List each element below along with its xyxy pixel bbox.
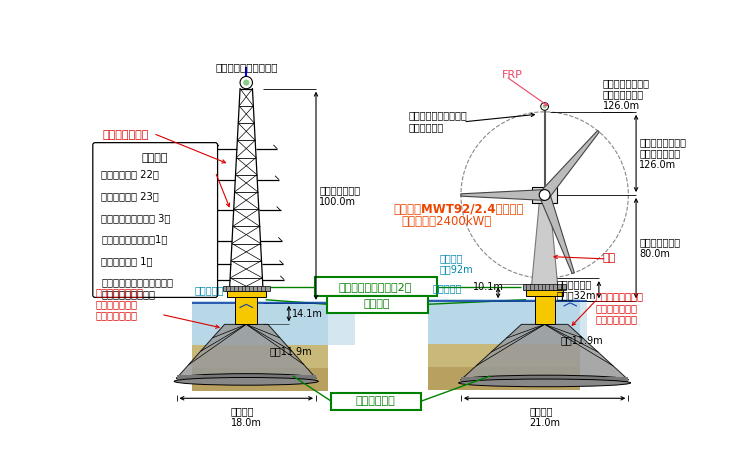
Text: 水深11.9m: 水深11.9m [269, 346, 312, 356]
Bar [461, 377, 629, 383]
Text: ローター
直径92m: ローター 直径92m [440, 253, 474, 274]
Polygon shape [539, 193, 575, 274]
Text: 観測タワー高さ
100.0m: 観測タワー高さ 100.0m [319, 185, 360, 207]
Bar [227, 291, 266, 298]
Bar [429, 367, 580, 390]
Text: 基礎直径
18.0m: 基礎直径 18.0m [231, 406, 261, 428]
Text: 鉄筋コンクリート
製ケーソン基礎
（重力式基礎）: 鉄筋コンクリート 製ケーソン基礎 （重力式基礎） [595, 291, 643, 324]
Circle shape [243, 79, 250, 86]
Bar [429, 299, 580, 345]
FancyBboxPatch shape [93, 142, 218, 298]
Text: ドップラーライダー1基: ドップラーライダー1基 [101, 234, 168, 244]
FancyBboxPatch shape [331, 393, 421, 410]
Text: 中光度白色航空障害灯: 中光度白色航空障害灯 [215, 63, 277, 72]
Polygon shape [177, 324, 316, 378]
Bar [177, 375, 316, 381]
Ellipse shape [458, 379, 631, 387]
Polygon shape [461, 189, 545, 200]
Text: 黄色塗装: 黄色塗装 [364, 299, 391, 309]
FancyBboxPatch shape [327, 296, 428, 313]
Text: 三菱重工MWT92/2.4洋上仕様: 三菱重工MWT92/2.4洋上仕様 [393, 203, 524, 216]
Ellipse shape [174, 377, 318, 385]
Text: 鋼管: 鋼管 [603, 253, 616, 263]
Text: 観測装置: 観測装置 [142, 153, 168, 163]
Text: 基礎直径
21.0m: 基礎直径 21.0m [529, 406, 560, 428]
Text: 14.1m: 14.1m [292, 309, 323, 319]
Text: 水深11.9m: 水深11.9m [560, 336, 603, 345]
Text: 鉄筋コンクリート
製ケーソン基礎
（重力式基礎）: 鉄筋コンクリート 製ケーソン基礎 （重力式基礎） [95, 287, 143, 321]
Text: 海面からブレード
先端までの高さ
126.0m: 海面からブレード 先端までの高さ 126.0m [639, 137, 686, 170]
Polygon shape [540, 131, 599, 198]
Text: 三杯式風速計 22基: 三杯式風速計 22基 [101, 170, 159, 180]
Circle shape [539, 189, 550, 200]
Text: 海面からブレード
先端までの高さ
126.0m: 海面からブレード 先端までの高さ 126.0m [603, 78, 650, 111]
FancyBboxPatch shape [315, 277, 437, 296]
Bar [532, 188, 557, 203]
Text: フラッシュライト各2基: フラッシュライト各2基 [339, 282, 412, 291]
Text: 鋼管トラス鉄塔: 鋼管トラス鉄塔 [103, 130, 149, 140]
Circle shape [541, 102, 548, 110]
Bar [235, 295, 257, 324]
Bar [223, 286, 269, 291]
Text: 超音波式風向風速計 3基: 超音波式風向風速計 3基 [101, 213, 171, 223]
Circle shape [240, 77, 253, 89]
Text: 平均海水面: 平均海水面 [194, 285, 223, 295]
Bar [192, 303, 355, 345]
Text: 翼下端までの
高さ約32m: 翼下端までの 高さ約32m [556, 279, 596, 300]
Text: （定格出力2400kW）: （定格出力2400kW） [402, 215, 491, 228]
Text: 鳥類レーダー 1基: 鳥類レーダー 1基 [101, 256, 153, 266]
Text: その他気圧計，温湿度計，
雨量計，視程計など: その他気圧計，温湿度計， 雨量計，視程計など [101, 277, 173, 299]
Text: 矢羽式風向計 23基: 矢羽式風向計 23基 [101, 191, 159, 201]
Bar [192, 345, 328, 372]
Bar [192, 301, 328, 347]
Text: 平均海水面: 平均海水面 [432, 283, 461, 294]
Ellipse shape [461, 375, 629, 384]
Text: フォグホーン: フォグホーン [356, 396, 396, 407]
Bar [526, 290, 564, 296]
Text: FRP: FRP [502, 70, 523, 80]
Bar [429, 301, 587, 344]
Bar [429, 344, 580, 370]
Ellipse shape [177, 374, 316, 383]
Polygon shape [461, 324, 629, 380]
Text: 10.1m: 10.1m [472, 282, 504, 291]
Polygon shape [531, 195, 558, 295]
Text: ナセル中心高さ
80.0m: ナセル中心高さ 80.0m [639, 237, 680, 259]
Text: 中光度白色航空障害灯
（ナセル上）: 中光度白色航空障害灯 （ナセル上） [409, 110, 468, 132]
Bar [534, 294, 555, 324]
Bar [192, 368, 328, 392]
Bar [523, 284, 566, 290]
Circle shape [542, 104, 547, 109]
